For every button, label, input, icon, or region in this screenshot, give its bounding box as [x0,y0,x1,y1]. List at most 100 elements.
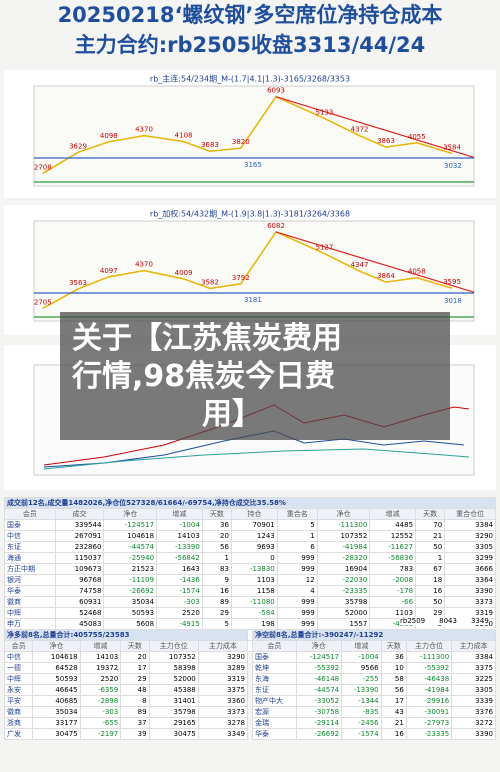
cell: -28320 [316,552,371,564]
cell: 16 [380,728,407,740]
column-header: 天数 [415,508,446,520]
cell: 国泰 [4,519,56,531]
column-header: 重合仓位 [444,508,496,520]
table-row: 宏源 -30758 -835 43 -30091 3376 [252,706,496,718]
note-item: 3349 [470,617,489,625]
cell: -1344 [341,695,382,707]
plot-area [33,85,475,187]
cell: 56 [380,684,407,696]
plot-area [33,220,475,322]
caption-row: 净空前8名,总量合计:-390247/-11292 [252,629,496,641]
cell: 3305 [444,541,496,553]
cell: 1 [415,552,446,564]
cell: -11627 [369,541,417,553]
peak-label: 4009 [175,269,193,277]
table-row: 徽商 60931 35034 -303 89 -11080 999 35798 -66 50 337… [4,596,496,608]
cell: 1243 [230,530,278,542]
cell: 3225 [451,673,496,685]
cell: 3289 [197,662,249,674]
cell: 4 [276,585,318,597]
peak-label: 4370 [135,126,153,134]
cell: 21523 [103,563,158,575]
peak-label: 3683 [201,141,219,149]
cell: 5 [276,519,318,531]
cell: 3384 [451,651,496,663]
cell: 232860 [54,541,105,553]
cell: -56842 [156,552,203,564]
cell: 109673 [54,563,105,575]
table-row: 徽商 35034 -303 89 35798 3373 [3,706,249,718]
table-row: 中辉 52468 50593 2520 29 -584 999 52000 1103 29 3319 [4,607,496,619]
cell: 115037 [54,552,105,564]
overlay-line: 关于【江苏焦炭费用 [72,321,342,356]
cell: 10 [380,662,407,674]
cell: 16 [201,585,232,597]
cell: 银河 [4,574,56,586]
cell: 30475 [148,728,199,740]
table-row: 海通 115037 -25940 -56842 1 0 999 -28320 -56836 1 32… [4,552,496,564]
cell: 64528 [32,662,81,674]
cell: 3290 [197,651,249,663]
cell: -27973 [405,717,453,729]
cell: 35798 [316,596,371,608]
column-header: 增减 [369,508,417,520]
column-header: 净仓 [316,508,371,520]
cell: 中辉 [3,673,34,685]
table-row: 中信 104618 14103 20 107352 3290 [3,651,249,663]
cell: 4485 [369,519,417,531]
cell: 70 [415,519,446,531]
cell: 58 [380,673,407,685]
table-row: 东海 -46148 -255 58 -46438 3225 [252,673,496,685]
cell: 3390 [444,585,496,597]
cell: 43 [380,706,407,718]
cell: 18 [415,574,446,586]
cell: -124517 [295,651,343,663]
cell: -4915 [156,618,203,630]
column-header: 净仓 [295,640,343,652]
cell: 海通 [4,552,56,564]
cell: 89 [120,706,150,718]
column-header: 天数 [201,508,232,520]
column-header: 成交 [54,508,105,520]
peak-label: 4097 [100,267,118,275]
table-row: 方正中期 109673 21523 1643 83 -13830 999 16904 783 67… [4,563,496,575]
cell: -25940 [103,552,158,564]
column-header: 增减 [341,640,382,652]
cell: -584 [230,607,278,619]
cell: 36 [380,651,407,663]
cell: 20 [201,530,232,542]
chart-title: rb_主连:54/234期_M-(1.7|4.1|1.3)-3165/3268/… [150,74,350,84]
column-header: 持仓 [230,508,278,520]
cell: 74758 [54,585,105,597]
trend-line [275,96,475,159]
peak-label: 3792 [232,274,250,282]
cell: 徽商 [4,596,56,608]
column-header: 主力仓位 [405,640,453,652]
peak-label: 2705 [34,298,52,306]
cell: -255 [341,673,382,685]
peak-label: 3629 [69,142,87,150]
table: 净多前8名,总量合计:405755/23583 会员 净仓 增减 天数 主力仓位 主力成本中… [3,629,249,740]
cell: 徽商 [3,706,34,718]
trend-line [275,231,475,293]
cell: 50 [415,596,446,608]
table-row: 乾坤 -55392 9566 10 -55392 3375 [252,662,496,674]
cell: -655 [79,717,122,729]
cell: 3339 [451,695,496,707]
cell: 50 [415,541,446,553]
cell: 3319 [197,673,249,685]
cell: 3305 [451,684,496,696]
blue-label: 3032 [444,162,462,170]
table-row: 东证 -44574 -13390 56 -41984 3305 [252,684,496,696]
cell: 83 [201,563,232,575]
cell: -11080 [230,596,278,608]
cell: 12552 [369,530,417,542]
peak-label: 2708 [34,163,52,171]
cell: 6 [276,541,318,553]
header-row: 会员 成交 净仓 增减 天数 持仓 重合名 净仓 增减 天数 重合仓位 [4,508,496,520]
cell: -46148 [295,673,343,685]
cell: 35034 [32,706,81,718]
cell: 39 [120,728,150,740]
caption-row: 成交前12名,成交量1482026,净仓位527328/61664/-69754… [4,497,496,509]
cell: 5 [201,618,232,630]
